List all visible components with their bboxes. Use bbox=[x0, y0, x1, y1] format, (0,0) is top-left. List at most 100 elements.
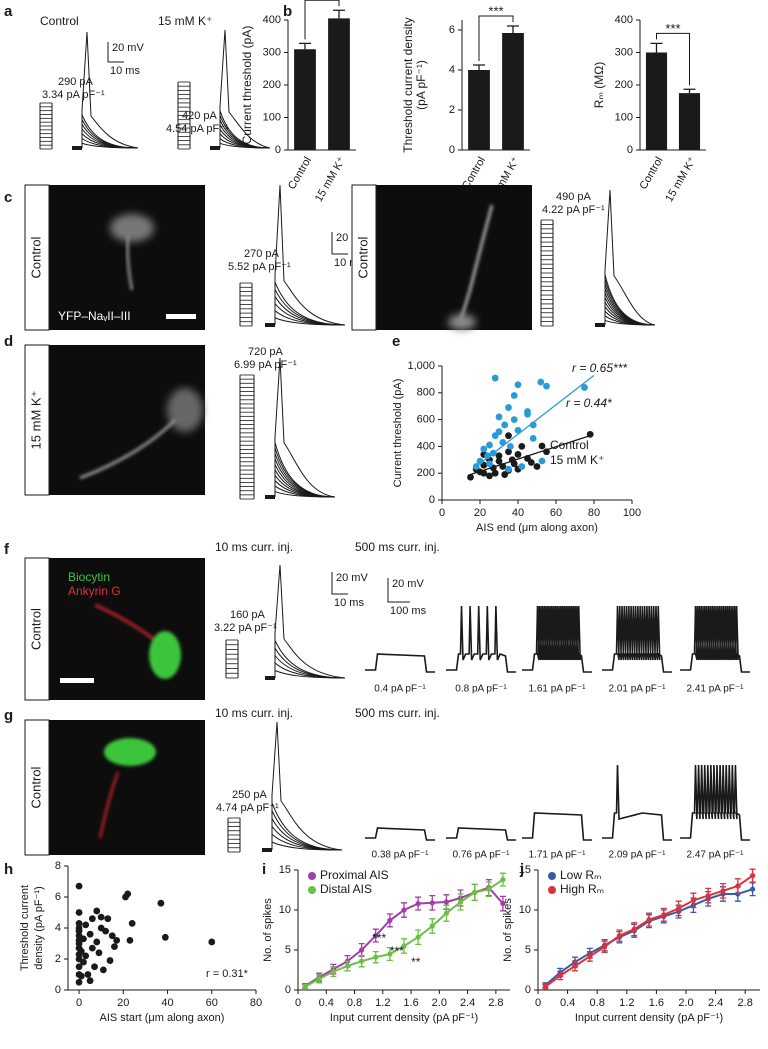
x-axis-label: AIS start (μm along axon) bbox=[100, 1012, 225, 1024]
y-tick-label: 1,000 bbox=[407, 360, 435, 372]
x-tick-label: 1.6 bbox=[649, 997, 664, 1009]
point bbox=[429, 900, 435, 906]
stim-label: 290 pA bbox=[58, 76, 94, 88]
x-tick-label: 0.8 bbox=[347, 997, 362, 1009]
point bbox=[88, 944, 96, 952]
point bbox=[542, 984, 549, 990]
point bbox=[587, 953, 593, 960]
point bbox=[557, 973, 563, 979]
point bbox=[82, 921, 90, 929]
image-tag bbox=[351, 184, 377, 331]
y-tick-label: 400 bbox=[615, 14, 633, 26]
point bbox=[93, 938, 101, 946]
cell-glow bbox=[448, 314, 476, 330]
point bbox=[500, 901, 506, 907]
point bbox=[616, 933, 623, 939]
bar bbox=[294, 49, 316, 150]
point bbox=[443, 899, 449, 905]
point bbox=[518, 463, 526, 470]
error-bar bbox=[650, 42, 663, 53]
y-tick-label: 0 bbox=[285, 984, 291, 996]
legend-marker bbox=[548, 886, 556, 894]
x-tick-label: 0.4 bbox=[560, 997, 575, 1009]
point bbox=[99, 966, 107, 974]
trace-baseline bbox=[265, 676, 275, 680]
point bbox=[80, 958, 87, 966]
point bbox=[484, 452, 491, 460]
scale-label: 10 ms bbox=[334, 597, 364, 609]
soma-stain bbox=[149, 631, 181, 679]
trace bbox=[271, 824, 343, 851]
micrograph bbox=[25, 185, 205, 330]
micrograph bbox=[25, 720, 205, 855]
scale-bar bbox=[60, 678, 94, 683]
scale-bar bbox=[107, 42, 124, 63]
y-tick-label: 15 bbox=[519, 864, 531, 876]
y-axis-label: Threshold current density (pA pF⁻¹) bbox=[19, 885, 45, 971]
y-tick-label: 200 bbox=[417, 467, 435, 479]
point bbox=[86, 977, 94, 985]
point bbox=[507, 443, 514, 450]
trace-baseline bbox=[265, 323, 275, 327]
point bbox=[495, 428, 503, 436]
point bbox=[108, 932, 116, 940]
legend-marker bbox=[538, 457, 546, 465]
error-bar bbox=[333, 9, 345, 19]
legend-marker bbox=[308, 872, 316, 880]
point bbox=[486, 472, 493, 480]
point bbox=[491, 469, 499, 477]
scale-label: 10 ms bbox=[110, 65, 140, 77]
traces bbox=[595, 189, 656, 327]
y-axis-label: (pA pF⁻¹) bbox=[414, 60, 428, 110]
annotation: r = 0.31* bbox=[206, 968, 249, 980]
point bbox=[581, 384, 588, 391]
scale-label: 100 ms bbox=[390, 605, 427, 617]
stain-label: Ankyrin G bbox=[68, 584, 121, 598]
point bbox=[572, 963, 578, 969]
point bbox=[77, 972, 85, 980]
significance: * bbox=[319, 0, 324, 3]
legend-marker bbox=[538, 442, 546, 450]
y-axis-label: Current threshold (pA) bbox=[392, 379, 404, 488]
bar bbox=[678, 93, 701, 150]
point bbox=[93, 907, 101, 915]
image-label: Control bbox=[28, 608, 43, 650]
point bbox=[735, 883, 741, 889]
point bbox=[602, 944, 608, 950]
point bbox=[527, 459, 535, 466]
point bbox=[161, 933, 169, 941]
point bbox=[467, 473, 474, 481]
legend-label: Distal AIS bbox=[320, 882, 372, 896]
point bbox=[415, 934, 421, 940]
stimulus-ladder bbox=[39, 102, 53, 150]
column-header: 10 ms curr. inj. bbox=[215, 540, 293, 554]
long-trace bbox=[680, 764, 750, 841]
y-tick-label: 0 bbox=[449, 144, 455, 156]
y-tick-label: 10 bbox=[519, 904, 531, 916]
x-tick-label: 1.2 bbox=[375, 997, 390, 1009]
stim-label: 720 pA bbox=[248, 346, 284, 358]
trace bbox=[274, 442, 336, 498]
trace bbox=[274, 640, 346, 679]
point bbox=[750, 886, 756, 892]
stim-label: 5.52 pA pF⁻¹ bbox=[228, 261, 291, 273]
y-tick-label: 2 bbox=[55, 953, 61, 965]
point bbox=[91, 963, 98, 971]
significance-bracket bbox=[478, 15, 514, 61]
x-tick-label: 0 bbox=[76, 997, 82, 1009]
y-tick-label: 300 bbox=[263, 46, 281, 58]
condition-label: Control bbox=[40, 14, 79, 28]
x-tick-label: 20 bbox=[117, 997, 129, 1009]
point bbox=[676, 905, 682, 912]
panel-label: e bbox=[392, 333, 400, 350]
point bbox=[510, 460, 518, 468]
point bbox=[387, 951, 393, 957]
point bbox=[486, 886, 492, 892]
point bbox=[359, 947, 365, 953]
y-tick-label: 400 bbox=[417, 440, 435, 452]
stimulus-ladder bbox=[239, 374, 255, 500]
point bbox=[75, 963, 83, 971]
point bbox=[500, 877, 506, 883]
stimulus-ladder bbox=[177, 81, 191, 150]
y-tick-label: 0 bbox=[525, 984, 531, 996]
